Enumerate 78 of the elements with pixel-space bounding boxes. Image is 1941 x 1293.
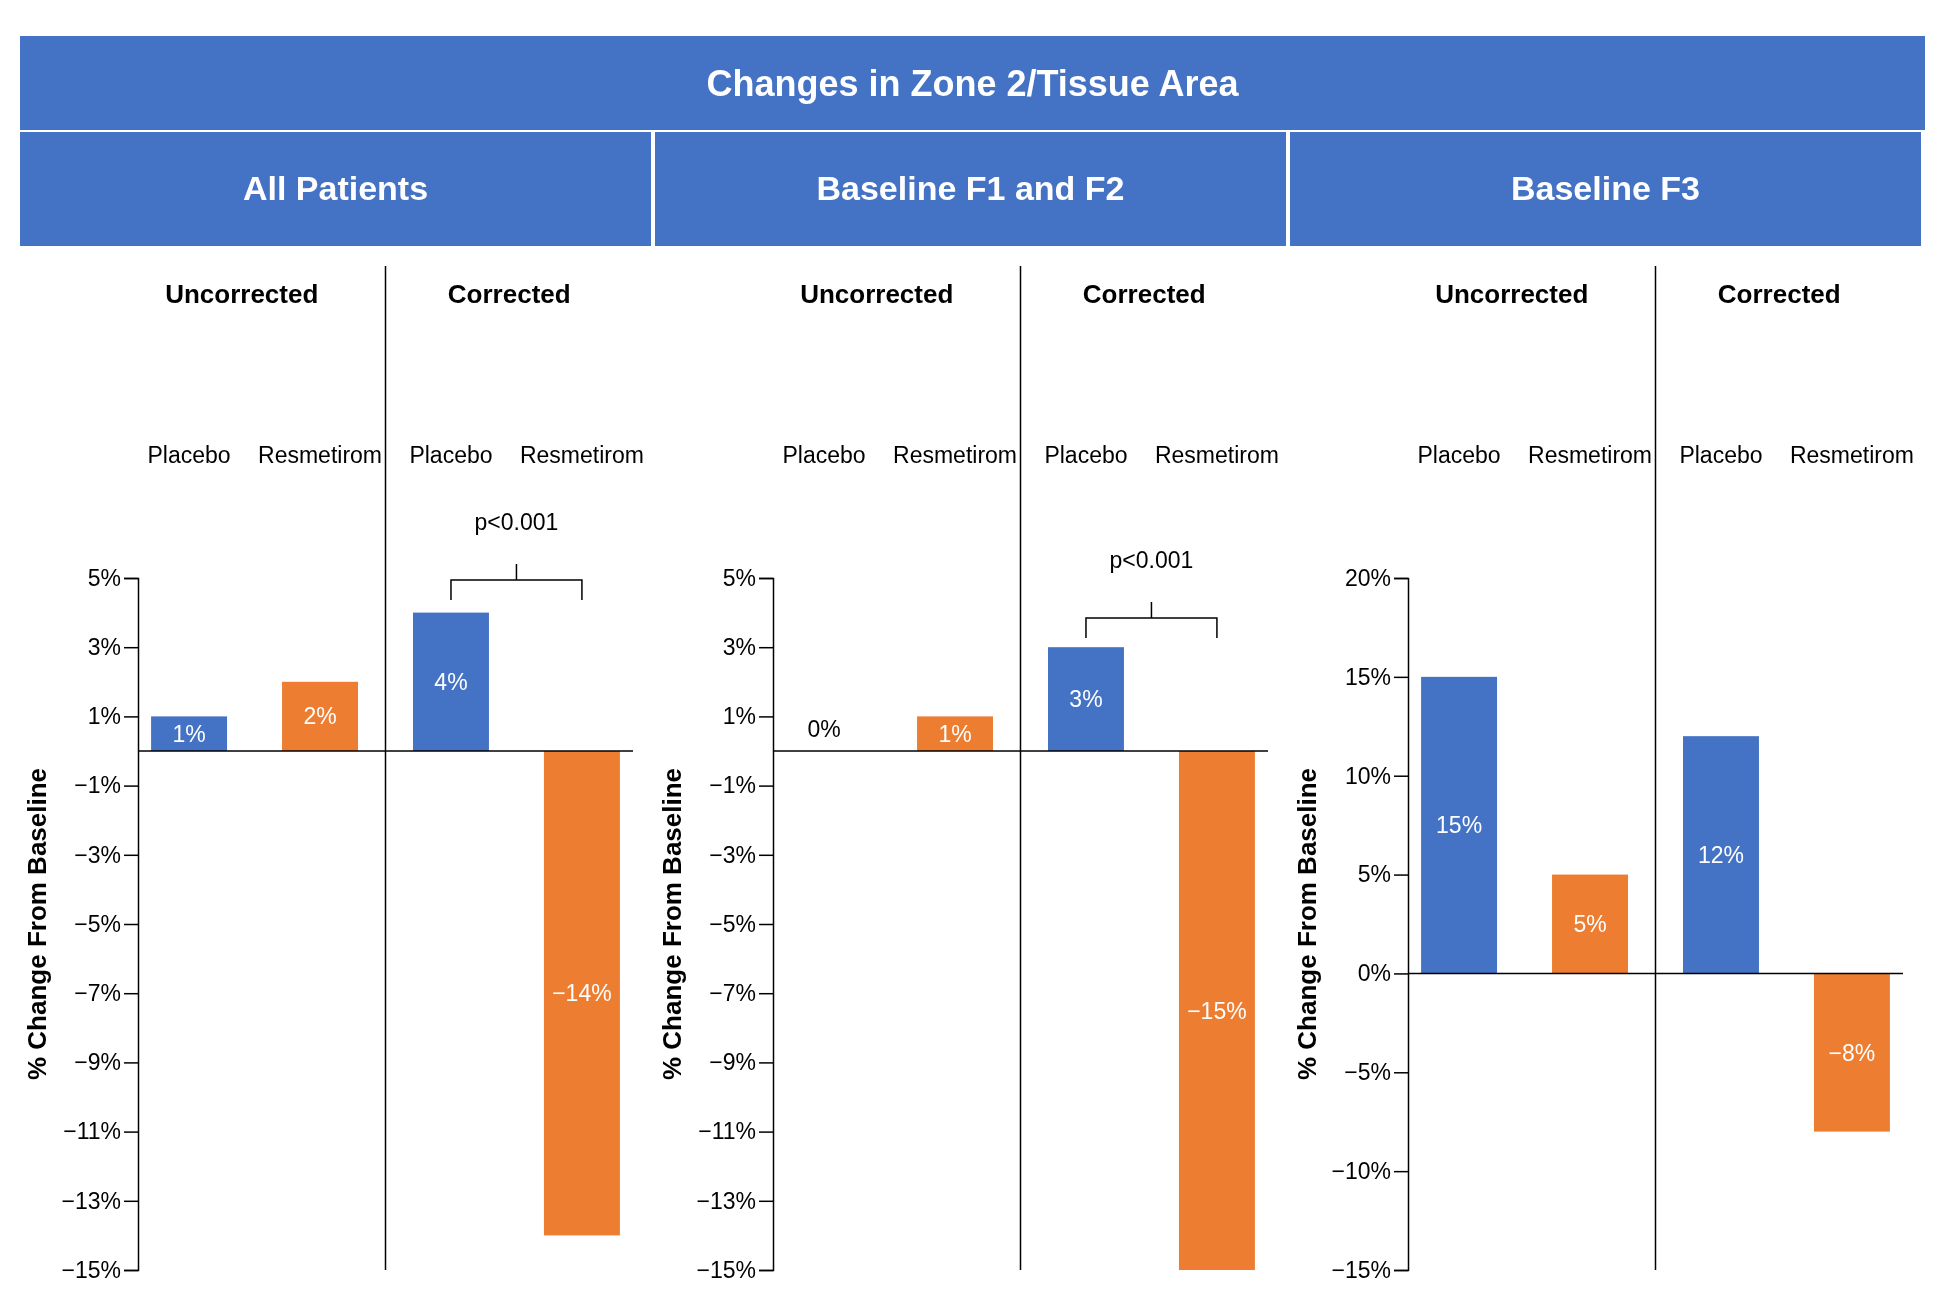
chart-title: Baseline F3: [1511, 169, 1700, 207]
text: Uncorrected: [165, 279, 319, 309]
data-label: 3%: [1069, 686, 1103, 713]
y-tick-label: −15%: [61, 1256, 121, 1283]
y-tick-label: 5%: [722, 564, 756, 591]
y-tick-label: −1%: [74, 772, 121, 799]
text: Changes in Zone 2/Tissue Area: [706, 63, 1240, 104]
text: p<0.001: [1109, 547, 1194, 573]
x-tick-label: Resmetirom: [258, 442, 383, 468]
y-axis-title: % Change From Baseline: [1292, 767, 1322, 1081]
chart-title: All Patients: [242, 169, 429, 207]
y-tick-label: 0%: [1357, 960, 1391, 987]
bar: [1552, 874, 1628, 974]
y-tick-label: 5%: [1357, 861, 1391, 888]
y-tick-label: 1%: [722, 703, 756, 730]
y-tick-label: 3%: [87, 634, 121, 661]
y-tick-label: −5%: [709, 910, 756, 937]
x-tick-label: Placebo: [409, 442, 493, 468]
y-tick-label: 15%: [1344, 663, 1391, 690]
data-label: 15%: [1436, 812, 1483, 839]
y-tick-label: −11%: [698, 1118, 756, 1145]
bar: [282, 681, 358, 751]
x-tick-label: Resmetirom: [893, 442, 1018, 468]
x-tick-label: Resmetirom: [1789, 442, 1914, 468]
y-tick-label: −15%: [1331, 1256, 1391, 1283]
y-axis-title: % Change From Baseline: [657, 767, 687, 1081]
x-tick-label: Placebo: [1417, 442, 1501, 468]
text: Corrected: [447, 279, 571, 309]
x-tick-label: Resmetirom: [1154, 442, 1279, 468]
data-label: 5%: [1573, 911, 1607, 937]
data-label: 4%: [434, 668, 468, 695]
bar: [1683, 736, 1759, 974]
y-tick-label: −1%: [709, 772, 756, 799]
y-tick-label: −7%: [74, 980, 121, 1007]
x-tick-label: Resmetirom: [1528, 442, 1653, 468]
text: Uncorrected: [800, 279, 954, 309]
y-tick-label: 10%: [1344, 762, 1391, 789]
y-tick-label: −11%: [63, 1118, 121, 1145]
data-label: 1%: [938, 720, 972, 747]
text: Uncorrected: [1435, 279, 1589, 309]
bar: [1421, 676, 1498, 974]
text: p<0.001: [474, 509, 559, 535]
bar: [413, 612, 489, 751]
text: Corrected: [1717, 279, 1841, 309]
data-label: −8%: [1828, 1039, 1876, 1066]
x-tick-label: Placebo: [147, 442, 231, 468]
data-label: 1%: [172, 720, 206, 747]
data-label: −14%: [552, 980, 612, 1007]
y-tick-label: −3%: [709, 841, 756, 868]
x-tick-label: Resmetirom: [519, 442, 644, 468]
y-tick-label: −10%: [1331, 1158, 1391, 1184]
bar: [543, 751, 620, 1236]
bar: [1048, 647, 1124, 751]
chart-title: Baseline F1 and F2: [816, 169, 1125, 207]
data-label: 12%: [1697, 841, 1744, 868]
text: Corrected: [1082, 279, 1206, 309]
data-label: 0%: [807, 716, 841, 742]
y-tick-label: −5%: [74, 910, 121, 937]
y-axis-title: % Change From Baseline: [22, 767, 52, 1081]
data-label: 2%: [303, 703, 337, 730]
y-tick-label: −9%: [74, 1049, 121, 1076]
y-tick-label: −13%: [696, 1187, 756, 1214]
bar: [1813, 973, 1890, 1132]
y-tick-label: −9%: [709, 1049, 756, 1076]
x-tick-label: Placebo: [1044, 442, 1128, 468]
y-tick-label: 5%: [87, 564, 121, 591]
y-tick-label: −15%: [696, 1256, 756, 1283]
x-tick-label: Placebo: [1679, 442, 1763, 468]
y-tick-label: −7%: [709, 980, 756, 1007]
data-label: −15%: [1187, 997, 1247, 1024]
x-tick-label: Placebo: [782, 442, 866, 468]
y-tick-label: 3%: [722, 634, 756, 661]
y-tick-label: 1%: [87, 703, 121, 730]
y-tick-label: −13%: [61, 1187, 121, 1214]
y-tick-label: −3%: [74, 841, 121, 868]
bar: [1178, 751, 1255, 1270]
y-tick-label: 20%: [1344, 564, 1391, 591]
y-tick-label: −5%: [1344, 1059, 1391, 1086]
